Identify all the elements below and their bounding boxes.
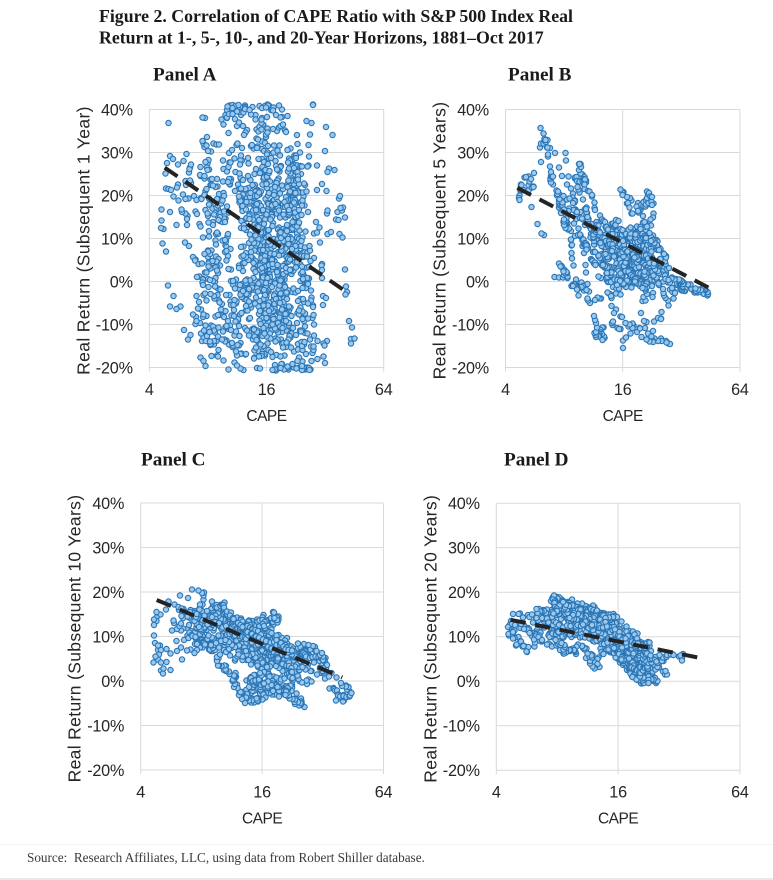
- svg-text:30%: 30%: [457, 144, 489, 162]
- svg-text:-10%: -10%: [452, 316, 489, 334]
- svg-text:40%: 40%: [92, 495, 124, 513]
- svg-text:20%: 20%: [92, 584, 124, 602]
- svg-text:-20%: -20%: [443, 762, 480, 780]
- svg-text:64: 64: [731, 784, 749, 802]
- svg-text:CAPE: CAPE: [598, 811, 638, 828]
- svg-text:64: 64: [375, 784, 393, 802]
- svg-text:CAPE: CAPE: [246, 408, 286, 425]
- svg-text:40%: 40%: [448, 495, 480, 513]
- svg-text:10%: 10%: [448, 629, 480, 647]
- svg-text:Panel A: Panel A: [153, 65, 217, 86]
- svg-text:20%: 20%: [101, 187, 133, 205]
- svg-text:30%: 30%: [92, 539, 124, 557]
- svg-text:Figure 2. Correlation of CAPE: Figure 2. Correlation of CAPE Ratio with…: [99, 6, 573, 26]
- svg-text:4: 4: [145, 381, 154, 399]
- svg-text:Panel D: Panel D: [504, 450, 569, 471]
- svg-text:10%: 10%: [92, 628, 124, 646]
- svg-text:16: 16: [258, 381, 276, 399]
- svg-text:Real Return (Subsequent 5 Year: Real Return (Subsequent 5 Years): [430, 102, 450, 380]
- svg-text:-20%: -20%: [96, 359, 133, 377]
- svg-text:4: 4: [136, 784, 145, 802]
- svg-text:Source: Research Affiliates,: Source: Research Affiliates, LLC, using …: [27, 850, 425, 865]
- svg-text:-10%: -10%: [87, 717, 124, 735]
- svg-text:16: 16: [609, 784, 627, 802]
- svg-text:-10%: -10%: [96, 316, 133, 334]
- svg-text:Panel B: Panel B: [508, 65, 572, 86]
- svg-text:10%: 10%: [457, 230, 489, 248]
- svg-text:4: 4: [492, 784, 501, 802]
- svg-text:-20%: -20%: [87, 762, 124, 780]
- svg-text:16: 16: [614, 381, 632, 399]
- svg-text:20%: 20%: [448, 584, 480, 602]
- svg-text:16: 16: [253, 784, 271, 802]
- svg-text:30%: 30%: [448, 540, 480, 558]
- svg-text:20%: 20%: [457, 187, 489, 205]
- svg-text:40%: 40%: [101, 101, 133, 119]
- svg-text:40%: 40%: [457, 101, 489, 119]
- svg-text:0%: 0%: [466, 273, 489, 291]
- svg-text:Real Return (Subsequent 20 Yea: Real Return (Subsequent 20 Years): [420, 495, 440, 783]
- svg-text:-10%: -10%: [443, 718, 480, 736]
- svg-text:0%: 0%: [457, 673, 480, 691]
- svg-text:CAPE: CAPE: [242, 811, 282, 828]
- svg-text:Panel C: Panel C: [141, 450, 206, 471]
- svg-text:10%: 10%: [101, 230, 133, 248]
- svg-text:CAPE: CAPE: [603, 408, 643, 425]
- svg-text:30%: 30%: [101, 144, 133, 162]
- svg-text:-20%: -20%: [452, 359, 489, 377]
- svg-text:0%: 0%: [101, 673, 124, 691]
- svg-text:0%: 0%: [110, 273, 133, 291]
- svg-text:Real Return (Subsequent 10 Yea: Real Return (Subsequent 10 Years): [65, 495, 85, 783]
- svg-text:64: 64: [731, 381, 749, 399]
- svg-text:Real Return (Subsequent 1 Year: Real Return (Subsequent 1 Year): [73, 106, 93, 375]
- svg-text:4: 4: [501, 381, 510, 399]
- svg-text:64: 64: [375, 381, 393, 399]
- svg-text:Return at 1-, 5-, 10-, and 20-: Return at 1-, 5-, 10-, and 20-Year Horiz…: [99, 28, 544, 48]
